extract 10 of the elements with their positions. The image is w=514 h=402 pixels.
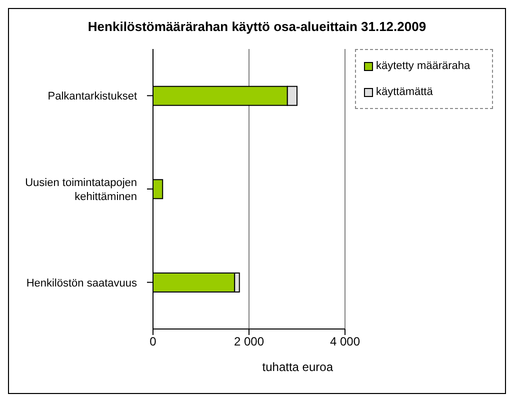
- y-tick-label: Palkantarkistukset: [48, 90, 137, 103]
- x-tick-label: 2 000: [234, 334, 264, 349]
- legend-label: käyttämättä: [375, 86, 434, 98]
- y-tick-label: Uusien toimintatapojen kehittäminen: [25, 177, 137, 203]
- chart-title: Henkilöstömäärärahan käyttö osa-alueittain 31.12.2009: [86, 19, 428, 34]
- y-tick-label: Henkilöstön saatavuus: [26, 277, 138, 290]
- x-tick-label: 0: [150, 334, 157, 349]
- x-tick-label: 4 000: [330, 334, 360, 349]
- legend-label: käytetty määräraha: [375, 60, 472, 72]
- x-axis-title: tuhatta euroa: [262, 360, 334, 374]
